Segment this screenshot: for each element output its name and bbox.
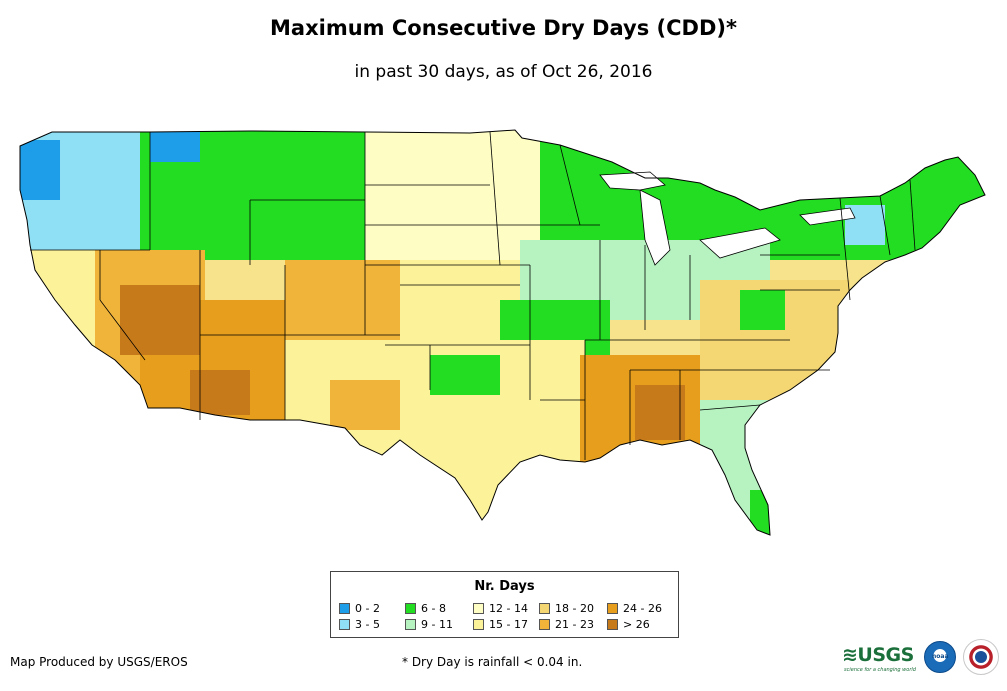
legend-swatch [607, 603, 618, 614]
legend-item-24-26: 24 - 26 [607, 603, 662, 615]
map-region-northern-plains [365, 130, 565, 260]
legend-label: 18 - 20 [555, 602, 594, 615]
us-outline [19, 129, 986, 536]
map-patch-oklahoma-green [430, 355, 500, 395]
map-patch-idaho-blue [150, 132, 200, 162]
nws-logo-center [975, 651, 987, 663]
legend-label: 0 - 2 [355, 602, 380, 615]
agency-logos: ≋USGS science for a changing world noaa [842, 638, 1002, 678]
legend-label: 15 - 17 [489, 618, 528, 631]
map-region-florida [700, 400, 800, 535]
map-patch-arizona-dry [190, 370, 250, 415]
legend-label: 21 - 23 [555, 618, 594, 631]
legend-label: > 26 [623, 618, 650, 631]
legend-item-over-26: > 26 [607, 619, 650, 631]
map-subtitle: in past 30 days, as of Oct 26, 2016 [354, 62, 653, 82]
noaa-logo [924, 641, 956, 673]
map-patch-wa-coast [20, 140, 60, 200]
legend-swatch [339, 603, 350, 614]
legend-swatch [473, 619, 484, 630]
legend-swatch [473, 603, 484, 614]
legend-swatch [405, 603, 416, 614]
map-region-central-rockies [285, 260, 405, 350]
usgs-logo-text: ≋USGS [842, 644, 914, 666]
legend-item-15-17: 15 - 17 [473, 619, 528, 631]
state-boundaries [30, 131, 916, 460]
map-patch-alabama-dry [635, 385, 685, 440]
map-patch-nevada-dry [120, 285, 200, 355]
map-region-california [20, 250, 100, 450]
legend-title: Nr. Days [474, 579, 535, 594]
legend-item-0-2: 0 - 2 [339, 603, 380, 615]
lake-erie [699, 227, 781, 259]
legend-box: Nr. Days 0 - 2 3 - 5 6 - 8 9 - 11 12 - 1… [330, 571, 679, 638]
legend-swatch [539, 619, 550, 630]
legend-item-9-11: 9 - 11 [405, 619, 453, 631]
legend-label: 3 - 5 [355, 618, 380, 631]
legend-label: 24 - 26 [623, 602, 662, 615]
legend-label: 6 - 8 [421, 602, 446, 615]
legend-label: 12 - 14 [489, 602, 528, 615]
legend-item-3-5: 3 - 5 [339, 619, 380, 631]
lake-michigan [639, 189, 671, 266]
map-credit: Map Produced by USGS/EROS [10, 655, 188, 669]
legend-swatch [405, 619, 416, 630]
legend-swatch [539, 603, 550, 614]
noaa-logo-text: noaa [932, 653, 949, 660]
legend-item-18-20: 18 - 20 [539, 603, 594, 615]
legend-swatch [339, 619, 350, 630]
map-patch-florida-green [750, 490, 780, 535]
usgs-tagline: science for a changing world [844, 667, 916, 673]
map-footnote: * Dry Day is rainfall < 0.04 in. [402, 655, 583, 669]
legend-item-6-8: 6 - 8 [405, 603, 446, 615]
legend-item-21-23: 21 - 23 [539, 619, 594, 631]
map-patch-nm-dry [330, 380, 400, 430]
map-title: Maximum Consecutive Dry Days (CDD)* [270, 16, 737, 40]
lake-superior [599, 171, 666, 191]
legend-label: 9 - 11 [421, 618, 453, 631]
usgs-logo: ≋USGS [842, 644, 914, 666]
map-fill-layer [20, 130, 985, 535]
map-patch-appalachian-green [740, 290, 785, 330]
legend-swatch [607, 619, 618, 630]
legend-item-12-14: 12 - 14 [473, 603, 528, 615]
